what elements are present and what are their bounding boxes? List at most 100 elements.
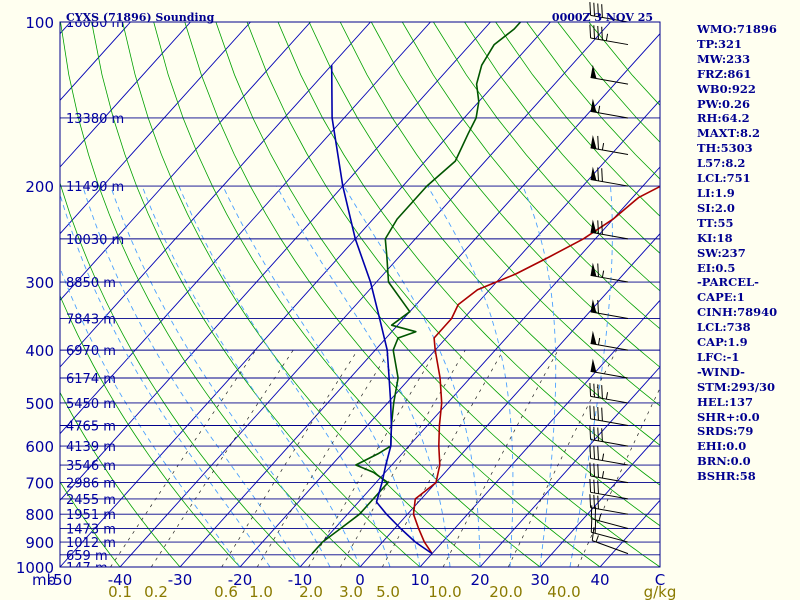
wind-barb: [590, 166, 629, 187]
wind-barb-staff: [590, 418, 629, 426]
pressure-tick-label: 700: [25, 475, 54, 493]
wind-barb-half-flag: [597, 105, 601, 113]
mixing-ratio-line: [308, 349, 437, 567]
wind-barb: [589, 462, 629, 484]
mixing-ratio-tick-label: 0.2: [144, 583, 168, 600]
plot-area: 16080 m 13380 m 11490 m 10030 m 8850 m 7843 m…: [0, 22, 660, 576]
dry-adiabat-line: [122, 22, 481, 567]
wind-barb-staff: [590, 311, 629, 320]
wind-barb-staff: [590, 110, 629, 119]
wind-barb-flag: [601, 26, 603, 41]
index-value: KI:18: [697, 230, 733, 245]
wind-barb-flag: [597, 495, 599, 510]
wind-barb-flag: [589, 405, 592, 419]
temperature-tick-label: 10: [410, 571, 429, 589]
moist-adiabat-line: [178, 185, 391, 567]
isotherm-line: [479, 366, 660, 567]
wind-barb-flag: [597, 446, 599, 460]
wind-barb-pennant: [590, 330, 597, 345]
wind-barb-flag: [589, 494, 592, 508]
wind-barb: [589, 405, 629, 426]
index-value: BRN:0.0: [697, 454, 751, 469]
height-label: 2986 m: [66, 477, 116, 492]
index-value: FRZ:861: [697, 66, 752, 81]
wind-barb-flag: [589, 2, 592, 16]
pressure-tick-label: 600: [25, 438, 54, 456]
index-value: LFC:-1: [697, 349, 740, 364]
index-value: EHI:0.0: [697, 439, 747, 454]
wind-barb: [589, 494, 629, 515]
moist-adiabat-line: [522, 185, 557, 567]
wind-barb-half-flag: [597, 337, 601, 346]
wind-barb-flag: [597, 299, 599, 314]
height-label: 4139 m: [66, 440, 116, 455]
index-value: EI:0.5: [697, 260, 736, 275]
wind-barb-half-flag: [601, 142, 605, 151]
wind-barb-half-flag: [601, 471, 605, 479]
index-value: WMO:71896: [697, 22, 777, 36]
wind-barb-flag: [597, 3, 599, 17]
isotherm-line: [119, 22, 611, 567]
wind-barb-staff: [590, 343, 629, 351]
wind-barb-flag: [597, 406, 599, 421]
wind-barb-staff: [592, 540, 629, 555]
wind-barb-flag: [601, 4, 603, 18]
index-value: STM:293/30: [697, 379, 776, 394]
wind-barb-flag: [597, 480, 599, 494]
wind-barb: [589, 382, 629, 404]
isotherm-line: [539, 432, 660, 567]
wind-barb-pennant: [590, 358, 597, 373]
index-value: WB0:922: [697, 81, 756, 96]
wind-barb-flag: [601, 385, 603, 399]
mixing-ratio-tick-label: 20.0: [489, 583, 522, 600]
index-value: CINH:78940: [697, 305, 778, 320]
wind-barb: [590, 262, 629, 283]
dewpoint-profile-line: [311, 22, 522, 555]
wind-barb-flag: [593, 463, 596, 477]
isotherm-line: [0, 22, 11, 567]
wind-barb: [590, 299, 629, 320]
index-value: RH:64.2: [697, 111, 750, 126]
parcel-profile-line: [330, 65, 433, 555]
wind-barb: [590, 64, 629, 85]
index-value: LCL:751: [697, 171, 751, 186]
temperature-axis-label: C: [655, 571, 665, 589]
wind-barb-flag: [593, 383, 596, 398]
wind-barb-staff: [590, 178, 629, 187]
height-label: 147 m: [66, 561, 108, 576]
wind-barb-staff: [590, 475, 629, 484]
wind-barb-flag: [597, 384, 599, 398]
wind-barb-staff: [590, 37, 629, 46]
temperature-tick-label: 30: [530, 571, 549, 589]
wind-barb-staff: [590, 370, 629, 379]
height-label: 4765 m: [66, 419, 116, 434]
wind-barbs: [589, 2, 629, 555]
wind-barb-staff: [590, 77, 629, 85]
wind-barb-staff: [590, 274, 629, 283]
dry-adiabat-line: [91, 22, 421, 567]
wind-barb-half-flag: [598, 513, 602, 521]
isotherm-line: [60, 22, 251, 235]
index-value: MW:233: [697, 51, 751, 66]
wind-barb-flag: [593, 426, 596, 441]
mixing-ratio-line: [339, 349, 466, 567]
wind-barb-pennant: [590, 135, 597, 149]
wind-barb-flag: [589, 445, 592, 459]
index-value: -PARCEL-: [697, 275, 759, 290]
temperature-tick-label: -20: [228, 571, 253, 589]
height-label: 8850 m: [66, 276, 116, 291]
index-value: SRDS:79: [697, 424, 754, 439]
wind-barb: [590, 518, 629, 543]
wind-barb-flag: [597, 220, 599, 234]
pressure-tick-label: 300: [25, 274, 54, 292]
wind-barb-flag: [593, 25, 596, 39]
wind-barb-pennant: [590, 262, 597, 277]
mixing-ratio-tick-label: 0.1: [108, 583, 132, 600]
index-value: -WIND-: [697, 364, 745, 379]
pressure-tick-label: 900: [25, 534, 54, 552]
wind-barb-staff: [590, 457, 629, 466]
index-value: PW:0.26: [697, 96, 751, 111]
wind-barb-flag: [597, 26, 599, 40]
wind-barb-flag: [591, 527, 595, 541]
temperature-profile-line: [412, 185, 660, 555]
